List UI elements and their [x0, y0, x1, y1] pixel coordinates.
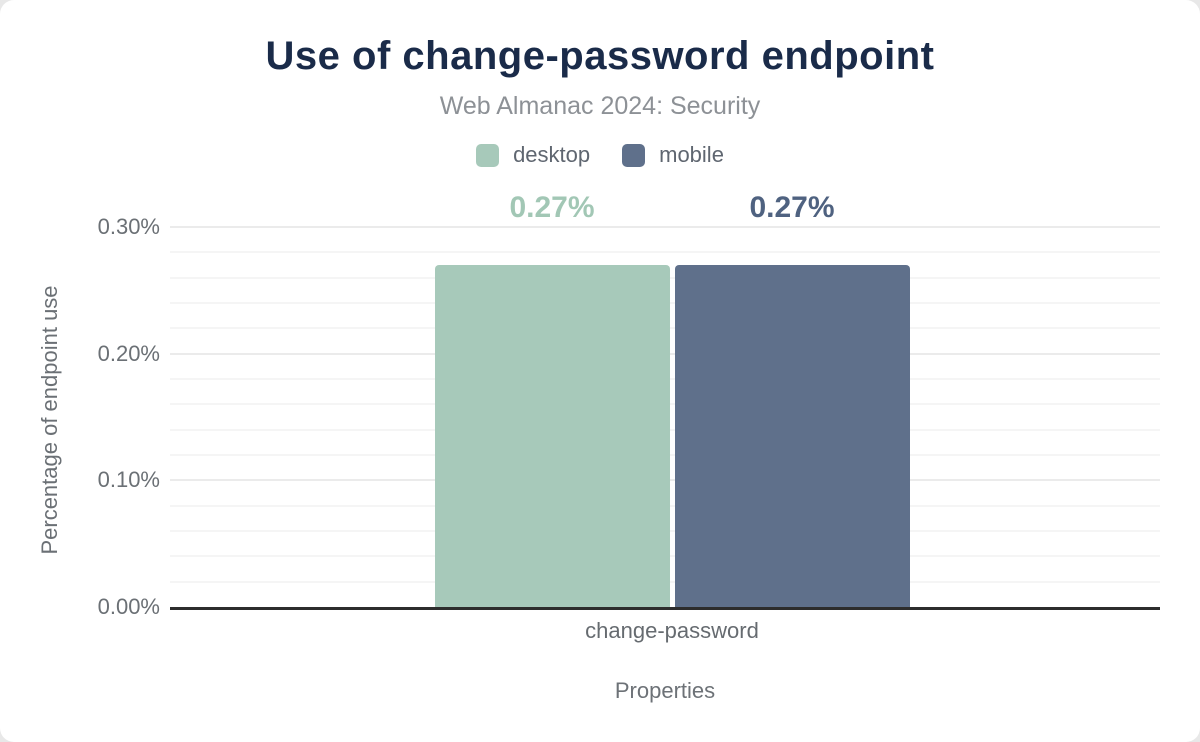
y-axis-title: Percentage of endpoint use [37, 285, 62, 555]
x-axis-line [170, 607, 1160, 610]
legend-label: mobile [659, 142, 724, 167]
legend-item-mobile[interactable]: mobile [622, 142, 724, 168]
x-tick-label: change-password [585, 618, 759, 643]
y-axis-tick-label: 0.30% [97, 214, 160, 239]
legend: desktop mobile [0, 142, 1200, 168]
bar-mobile-change-password[interactable] [674, 265, 910, 607]
value-label-mobile: 0.27% [749, 191, 835, 224]
chart-subtitle: Web Almanac 2024: Security [439, 92, 761, 120]
y-axis-tick-label: 0.00% [97, 594, 160, 619]
bar-desktop-change-password[interactable] [434, 265, 670, 607]
legend-label: desktop [513, 142, 591, 167]
legend-swatch-desktop [476, 143, 500, 167]
chart-title: Use of change-password endpoint [265, 34, 935, 78]
legend-swatch-mobile [622, 143, 646, 167]
y-axis-tick-label: 0.10% [97, 467, 160, 493]
legend-item-desktop[interactable]: desktop [476, 142, 590, 168]
gridline [170, 251, 1160, 254]
gridline [170, 226, 1160, 228]
value-label-desktop: 0.27% [509, 191, 595, 224]
x-axis-title: Properties [614, 678, 716, 703]
y-axis-tick-label: 0.20% [97, 340, 160, 366]
